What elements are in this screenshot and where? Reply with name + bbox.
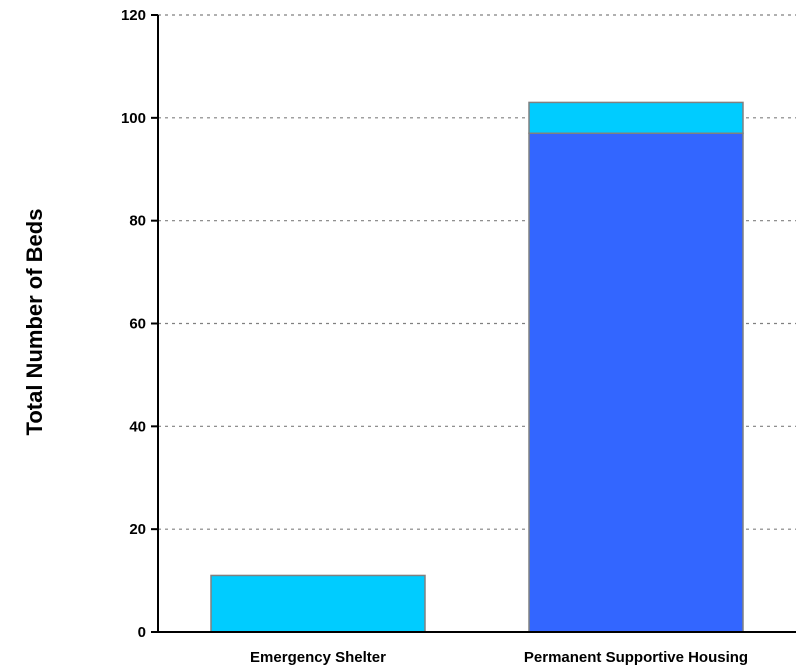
bar-segment [528,132,744,633]
y-tick-labels: 0 20 40 60 80 100 120 [121,7,158,641]
y-tick-label: 0 [138,624,146,641]
x-category-labels: Emergency Shelter Permanent Supportive Ho… [250,649,748,666]
y-tick-label: 40 [129,418,146,435]
y-tick-label: 80 [129,213,146,230]
y-tick-label: 120 [121,7,146,24]
y-tick-label: 60 [129,316,146,333]
x-category-label: Permanent Supportive Housing [524,649,748,666]
bar-segment [528,101,744,135]
x-category-label: Emergency Shelter [250,649,386,666]
bars [210,101,744,633]
y-tick-label: 100 [121,110,146,127]
y-tick-label: 20 [129,521,146,538]
gridlines [158,14,796,530]
bar-segment [210,574,426,633]
y-axis-title: Total Number of Beds [22,209,47,436]
